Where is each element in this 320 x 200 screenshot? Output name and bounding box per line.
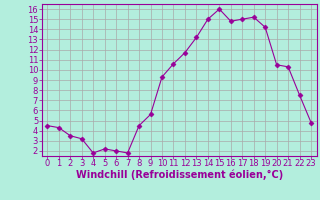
X-axis label: Windchill (Refroidissement éolien,°C): Windchill (Refroidissement éolien,°C) — [76, 170, 283, 180]
